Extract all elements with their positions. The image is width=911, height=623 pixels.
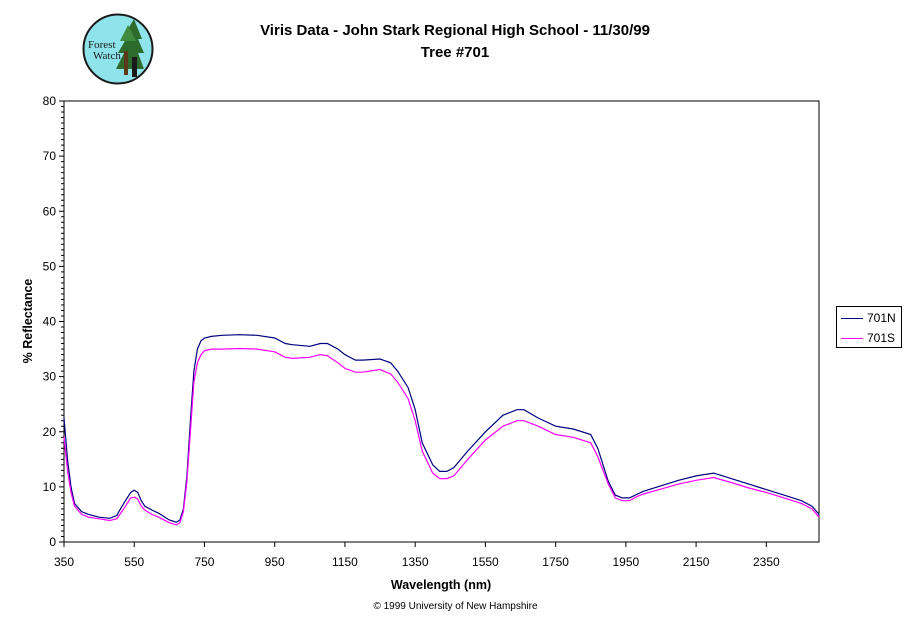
y-axis: 0 10 20 30 40 50 60 70 80 (43, 94, 64, 549)
x-tick-label: 750 (194, 555, 214, 569)
x-tick-label: 2150 (683, 555, 710, 569)
series-lines (63, 334, 820, 526)
chart-legend: 701N 701S (836, 306, 902, 348)
y-tick-label: 50 (43, 259, 57, 273)
logo-text-line1: Forest (88, 39, 116, 51)
x-tick-label: 550 (124, 555, 144, 569)
chart-subtitle: Tree #701 (420, 44, 490, 61)
x-tick-label: 1150 (332, 555, 358, 569)
legend-label-701n: 701N (867, 311, 896, 325)
copyright-notice: © 1999 University of New Hampshire (373, 601, 538, 612)
x-tick-label: 1550 (472, 555, 499, 569)
legend-label-701s: 701S (867, 331, 896, 345)
forest-watch-logo: Forest Watch (82, 13, 154, 85)
x-tick-label: 350 (54, 555, 74, 569)
x-tick-label: 2350 (753, 555, 780, 569)
plot-area (63, 100, 820, 543)
y-tick-label: 20 (43, 425, 57, 439)
x-axis-title: Wavelength (nm) (391, 578, 491, 592)
y-tick-label: 80 (43, 94, 57, 108)
legend-item-701s: 701S (841, 330, 901, 346)
x-axis: 350 550 750 950 1150 1350 1550 1750 1950 2150 2350 (54, 542, 780, 569)
x-tick-label: 1350 (402, 555, 429, 569)
x-tick-label: 950 (265, 555, 285, 569)
series-line-701s (63, 347, 820, 526)
y-tick-label: 10 (43, 480, 57, 494)
y-tick-label: 0 (49, 535, 56, 549)
y-tick-label: 60 (43, 204, 57, 218)
y-tick-label: 70 (43, 149, 57, 163)
legend-swatch-701n (841, 318, 863, 319)
y-tick-label: 30 (43, 370, 57, 384)
x-tick-label: 1950 (613, 555, 640, 569)
y-tick-label: 40 (43, 315, 57, 329)
logo-text-line2: Watch (93, 50, 121, 62)
legend-item-701n: 701N (841, 310, 901, 326)
series-line-701n (63, 334, 820, 523)
y-axis-title: % Reflectance (21, 279, 35, 364)
chart-title: Viris Data - John Stark Regional High Sc… (260, 22, 650, 39)
x-tick-label: 1750 (542, 555, 569, 569)
legend-swatch-701s (841, 338, 863, 339)
